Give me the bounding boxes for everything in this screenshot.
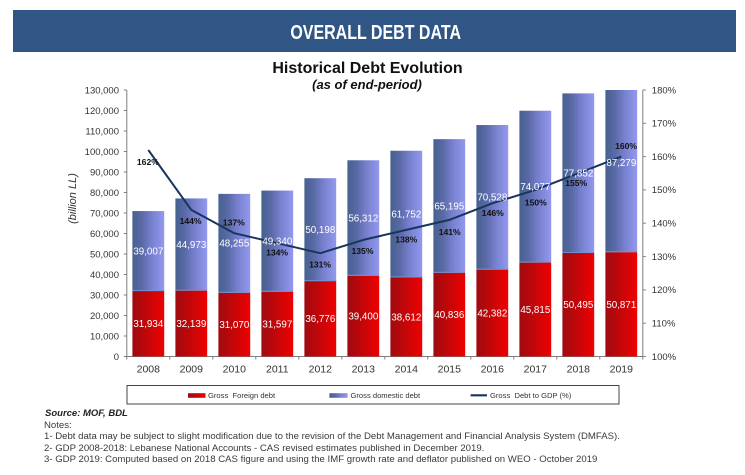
svg-text:70,528: 70,528 bbox=[477, 193, 508, 204]
svg-text:137%: 137% bbox=[223, 218, 245, 228]
svg-text:180%: 180% bbox=[652, 85, 677, 96]
svg-text:50,495: 50,495 bbox=[563, 300, 594, 311]
svg-text:2010: 2010 bbox=[223, 364, 247, 376]
svg-text:20,000: 20,000 bbox=[90, 311, 119, 322]
svg-text:134%: 134% bbox=[266, 247, 288, 257]
svg-text:31,597: 31,597 bbox=[262, 320, 292, 331]
svg-text:90,000: 90,000 bbox=[90, 167, 119, 178]
svg-text:144%: 144% bbox=[180, 216, 202, 226]
svg-text:50,198: 50,198 bbox=[305, 225, 336, 236]
svg-text:42,382: 42,382 bbox=[477, 309, 507, 320]
svg-text:2011: 2011 bbox=[266, 364, 289, 376]
svg-text:2014: 2014 bbox=[395, 364, 419, 376]
svg-text:36,776: 36,776 bbox=[305, 314, 336, 325]
svg-text:2012: 2012 bbox=[309, 364, 333, 376]
svg-text:70,000: 70,000 bbox=[90, 208, 119, 219]
svg-text:(billion LL): (billion LL) bbox=[67, 173, 79, 224]
svg-text:131%: 131% bbox=[309, 260, 331, 270]
svg-text:162%: 162% bbox=[137, 157, 159, 167]
svg-text:48,255: 48,255 bbox=[219, 239, 250, 250]
svg-text:39,400: 39,400 bbox=[348, 312, 379, 323]
svg-text:2013: 2013 bbox=[352, 364, 376, 376]
svg-text:44,973: 44,973 bbox=[176, 240, 207, 251]
svg-text:155%: 155% bbox=[565, 178, 587, 188]
svg-text:110%: 110% bbox=[652, 319, 676, 330]
svg-text:100,000: 100,000 bbox=[85, 147, 119, 158]
svg-text:50,000: 50,000 bbox=[90, 249, 119, 260]
svg-text:135%: 135% bbox=[352, 246, 374, 256]
svg-text:Gross Foreign debt: Gross Foreign debt bbox=[208, 391, 276, 400]
svg-text:Gross Debt to GDP (%): Gross Debt to GDP (%) bbox=[490, 391, 572, 400]
svg-text:80,000: 80,000 bbox=[90, 188, 119, 199]
svg-text:74,077: 74,077 bbox=[520, 182, 550, 193]
svg-text:120,000: 120,000 bbox=[85, 106, 119, 117]
svg-text:30,000: 30,000 bbox=[90, 290, 119, 301]
svg-text:40,836: 40,836 bbox=[434, 310, 465, 321]
svg-text:77,852: 77,852 bbox=[563, 169, 593, 180]
svg-text:100%: 100% bbox=[652, 352, 677, 363]
svg-text:40,000: 40,000 bbox=[90, 270, 119, 281]
svg-text:141%: 141% bbox=[439, 227, 461, 237]
svg-text:2015: 2015 bbox=[438, 364, 462, 376]
svg-text:146%: 146% bbox=[482, 208, 504, 218]
svg-text:2019: 2019 bbox=[610, 364, 634, 376]
svg-text:49,340: 49,340 bbox=[262, 237, 293, 248]
svg-text:2018: 2018 bbox=[567, 364, 591, 376]
svg-text:140%: 140% bbox=[652, 219, 677, 230]
svg-text:2008: 2008 bbox=[137, 364, 161, 376]
svg-text:39,007: 39,007 bbox=[133, 247, 163, 258]
svg-text:31,070: 31,070 bbox=[219, 320, 250, 331]
svg-text:2009: 2009 bbox=[180, 364, 204, 376]
svg-text:150%: 150% bbox=[652, 185, 677, 196]
svg-text:38,612: 38,612 bbox=[391, 312, 421, 323]
svg-text:56,312: 56,312 bbox=[348, 213, 378, 224]
svg-text:120%: 120% bbox=[652, 285, 677, 296]
svg-text:61,752: 61,752 bbox=[391, 209, 421, 220]
svg-text:0: 0 bbox=[114, 352, 119, 363]
svg-text:150%: 150% bbox=[525, 198, 547, 208]
svg-text:Gross domestic debt: Gross domestic debt bbox=[351, 391, 422, 400]
svg-text:130,000: 130,000 bbox=[85, 85, 119, 96]
svg-text:31,934: 31,934 bbox=[133, 319, 164, 330]
svg-text:10,000: 10,000 bbox=[90, 331, 119, 342]
svg-text:2017: 2017 bbox=[524, 364, 548, 376]
svg-text:138%: 138% bbox=[395, 235, 417, 245]
svg-text:60,000: 60,000 bbox=[90, 229, 119, 240]
svg-text:110,000: 110,000 bbox=[85, 126, 119, 137]
svg-text:50,871: 50,871 bbox=[606, 300, 636, 311]
svg-text:65,195: 65,195 bbox=[434, 201, 465, 212]
svg-text:32,139: 32,139 bbox=[176, 319, 206, 330]
svg-text:160%: 160% bbox=[652, 152, 677, 163]
svg-text:130%: 130% bbox=[652, 252, 677, 263]
svg-text:160%: 160% bbox=[615, 141, 637, 151]
svg-text:170%: 170% bbox=[652, 119, 677, 130]
svg-text:45,815: 45,815 bbox=[520, 305, 551, 316]
svg-text:2016: 2016 bbox=[481, 364, 505, 376]
svg-text:87,279: 87,279 bbox=[606, 158, 636, 169]
